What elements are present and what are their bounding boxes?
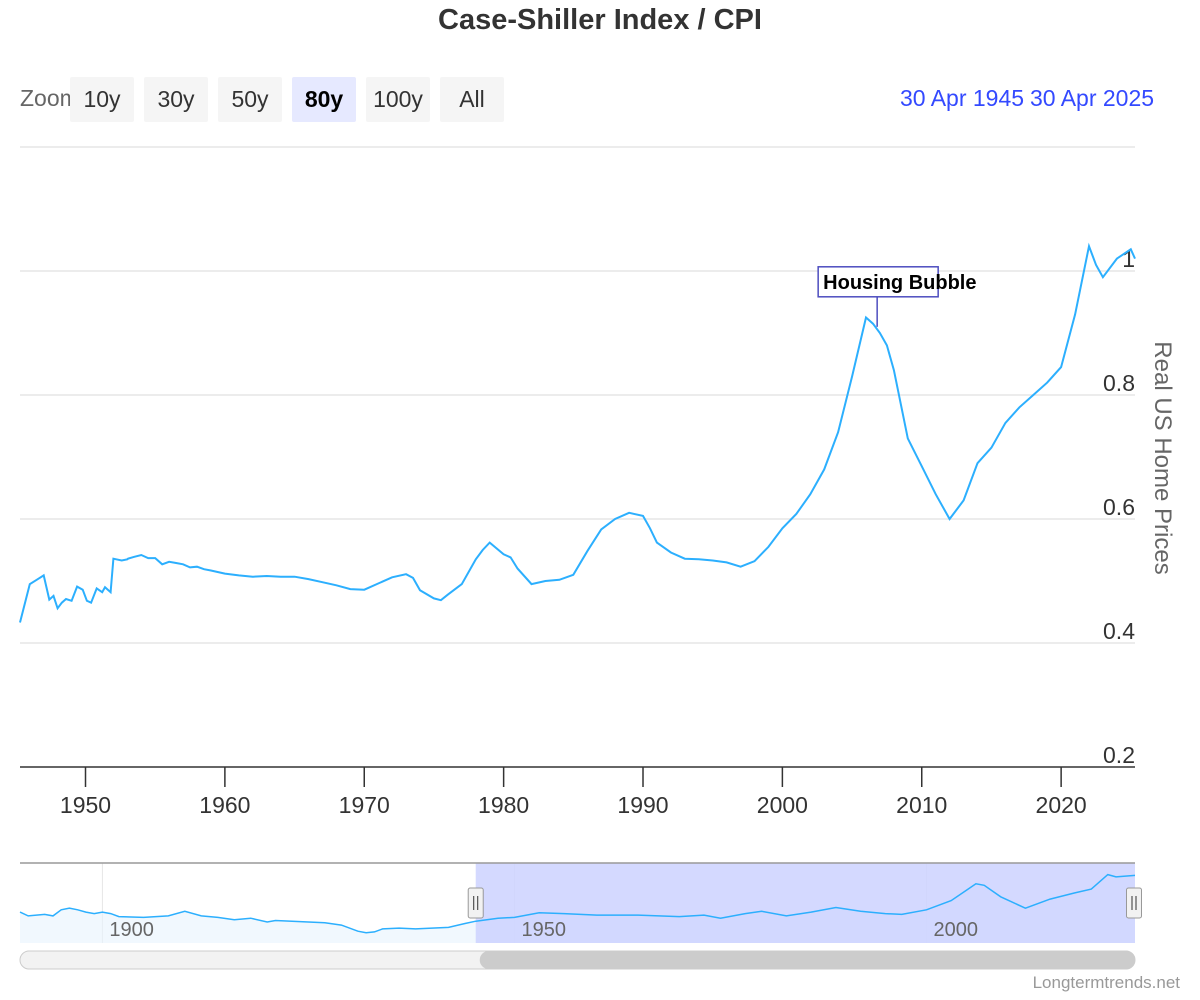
- navigator-handle-right[interactable]: [1126, 887, 1142, 919]
- x-axis-ticks: 1950 1960 1970 1980 1990 2000 2010 2020: [60, 767, 1087, 818]
- navigator-tick-label: 1900: [109, 919, 153, 941]
- y-tick-label: 0.6: [1103, 494, 1135, 520]
- range-from-date[interactable]: 30 Apr 1945: [900, 85, 1025, 111]
- x-tick-label: 1990: [617, 792, 668, 818]
- x-tick-label: 2020: [1036, 792, 1087, 818]
- annotation-label: Housing Bubble: [823, 272, 976, 294]
- zoom-label: Zoom: [20, 85, 70, 111]
- navigator[interactable]: 1900 1950 2000: [19, 862, 1142, 943]
- zoom-button-100y[interactable]: 100y: [366, 77, 430, 122]
- zoom-button-80y[interactable]: 80y: [292, 77, 356, 122]
- navigator-tick-label: 1950: [521, 919, 566, 941]
- y-tick-label: 0.4: [1103, 618, 1135, 644]
- x-tick-label: 1980: [478, 792, 529, 818]
- y-tick-label: 0.2: [1103, 742, 1135, 768]
- x-tick-label: 1970: [339, 792, 390, 818]
- navigator-handle-left[interactable]: [467, 887, 484, 919]
- x-tick-label: 1950: [60, 792, 111, 818]
- zoom-button-10y[interactable]: 10y: [70, 77, 134, 122]
- navigator-series-line: [19, 873, 1136, 934]
- x-tick-label: 2010: [896, 792, 947, 818]
- range-to-date[interactable]: 30 Apr 2025: [1030, 85, 1155, 111]
- x-tick-label: 1960: [199, 792, 250, 818]
- annotation-housing-bubble: Housing Bubble: [817, 266, 976, 327]
- grid-lines: [20, 146, 1135, 644]
- zoom-button-all[interactable]: All: [440, 77, 504, 122]
- zoom-button-50y[interactable]: 50y: [218, 77, 282, 122]
- zoom-button-30y[interactable]: 30y: [144, 77, 208, 122]
- y-axis-title: Real US Home Prices: [1149, 341, 1176, 574]
- navigator-selection[interactable]: [475, 863, 1135, 943]
- scrollbar-thumb[interactable]: [479, 951, 1135, 969]
- chart-title: Case-Shiller Index / CPI: [438, 4, 762, 36]
- navigator-labels: 1900 1950 2000: [109, 919, 978, 941]
- series-line[interactable]: [19, 242, 1136, 623]
- annotation-box: [817, 266, 939, 298]
- x-tick-label: 2000: [757, 792, 808, 818]
- credit-text[interactable]: Longtermtrends.net: [1032, 973, 1180, 992]
- y-tick-label: 0.8: [1103, 370, 1135, 396]
- y-axis-ticks: 0.20.40.60.81: [1103, 246, 1135, 768]
- navigator-tick-label: 2000: [934, 919, 979, 941]
